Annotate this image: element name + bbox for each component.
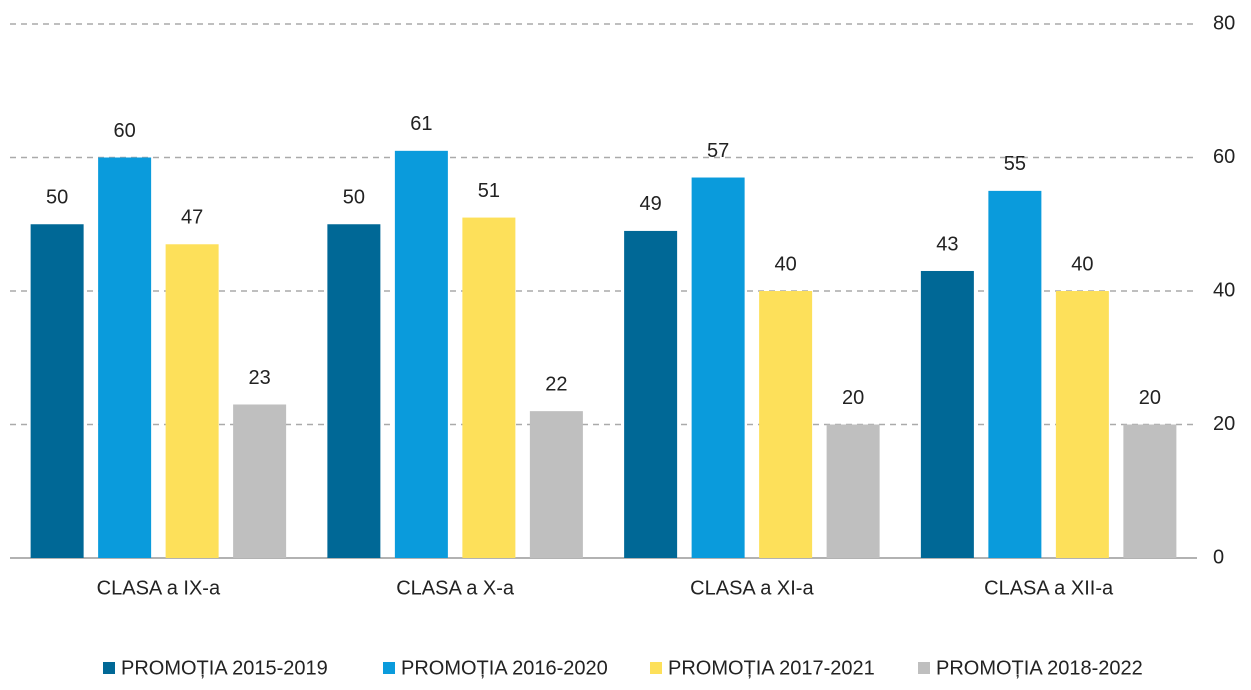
bar [1055, 291, 1109, 558]
bar [988, 190, 1042, 558]
value-label: 43 [936, 233, 958, 255]
value-label: 60 [114, 120, 136, 142]
value-label: 20 [1139, 387, 1161, 409]
x-tick-label: CLASA a XII-a [984, 577, 1114, 599]
value-label: 22 [545, 373, 567, 395]
y-tick-label: 80 [1213, 12, 1235, 34]
legend-swatch [383, 662, 395, 674]
value-label: 57 [707, 140, 729, 162]
value-label: 47 [181, 207, 203, 229]
bar [394, 150, 448, 558]
bar [98, 157, 152, 558]
legend-label: PROMOȚIA 2018-2022 [936, 657, 1143, 679]
value-label: 20 [842, 387, 864, 409]
bar [165, 244, 219, 558]
legend-label: PROMOȚIA 2016-2020 [401, 657, 608, 679]
value-label: 23 [249, 367, 271, 389]
value-label: 50 [46, 187, 68, 209]
x-tick-label: CLASA a IX-a [97, 577, 221, 599]
bar [826, 424, 880, 558]
value-label: 61 [410, 113, 432, 135]
bar [462, 217, 516, 558]
legend-swatch [650, 662, 662, 674]
bar [327, 224, 381, 558]
y-tick-label: 60 [1213, 146, 1235, 168]
legend-swatch [103, 662, 115, 674]
value-label: 49 [640, 193, 662, 215]
y-tick-label: 0 [1213, 546, 1224, 568]
value-label: 55 [1004, 153, 1026, 175]
x-tick-label: CLASA a X-a [396, 577, 515, 599]
bar [529, 411, 583, 558]
y-tick-label: 40 [1213, 279, 1235, 301]
bar [920, 270, 974, 558]
bar [30, 224, 84, 558]
legend-label: PROMOȚIA 2015-2019 [121, 657, 328, 679]
value-label: 40 [1071, 253, 1093, 275]
bar [233, 404, 287, 558]
y-tick-label: 20 [1213, 413, 1235, 435]
value-label: 40 [775, 253, 797, 275]
legend-label: PROMOȚIA 2017-2021 [668, 657, 875, 679]
value-label: 51 [478, 180, 500, 202]
x-tick-label: CLASA a XI-a [690, 577, 814, 599]
bar [759, 291, 813, 558]
bar [691, 177, 745, 558]
legend-swatch [918, 662, 930, 674]
value-label: 50 [343, 187, 365, 209]
bar [624, 230, 678, 559]
bar [1123, 424, 1177, 558]
